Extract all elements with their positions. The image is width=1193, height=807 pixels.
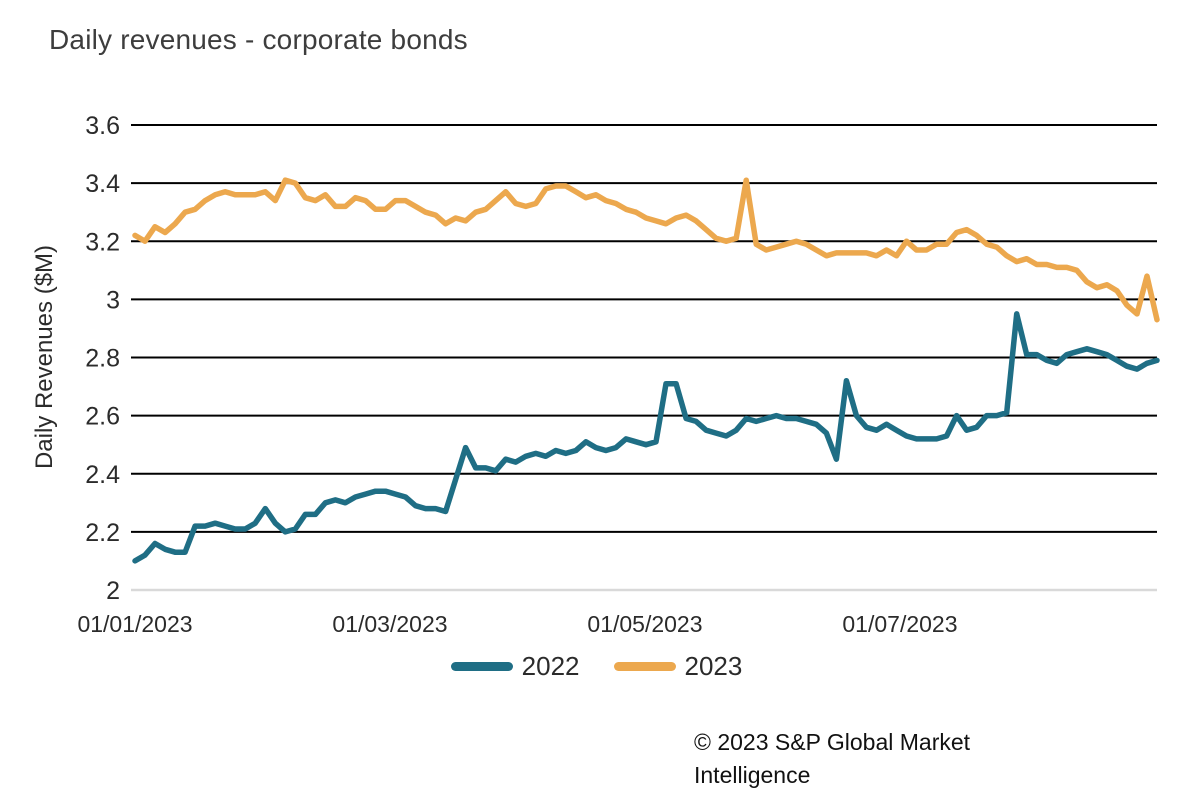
y-tick-label: 2.4 xyxy=(85,461,120,489)
y-tick-label: 3 xyxy=(106,286,120,314)
series-line-2023 xyxy=(132,177,1160,323)
copyright-text: © 2023 S&P Global Market Intelligence xyxy=(694,729,971,788)
legend-swatch-2022-icon xyxy=(450,662,513,671)
y-tick-label: 3.6 xyxy=(85,112,120,140)
legend-swatch-2023-icon xyxy=(613,662,676,671)
y-tick-label: 2.8 xyxy=(85,345,120,373)
legend: 2022 2023 xyxy=(0,651,1193,682)
series-line-2022 xyxy=(132,311,1160,564)
x-tick-label: 01/05/2023 xyxy=(587,611,702,637)
legend-label-2022: 2022 xyxy=(521,651,580,681)
x-tick-label: 01/01/2023 xyxy=(77,611,192,637)
legend-label-2023: 2023 xyxy=(684,651,743,681)
y-tick-label: 2 xyxy=(106,577,120,605)
y-tick-label: 2.6 xyxy=(85,403,120,431)
legend-item-2023: 2023 xyxy=(613,651,743,682)
y-tick-label: 3.4 xyxy=(85,170,120,198)
x-tick-label: 01/07/2023 xyxy=(842,611,957,637)
chart-title: Daily revenues - corporate bonds xyxy=(49,24,468,55)
legend-item-2022: 2022 xyxy=(450,651,580,682)
y-tick-label: 2.2 xyxy=(85,519,120,547)
y-tick-label: 3.2 xyxy=(85,228,120,256)
x-tick-label: 01/03/2023 xyxy=(332,611,447,637)
